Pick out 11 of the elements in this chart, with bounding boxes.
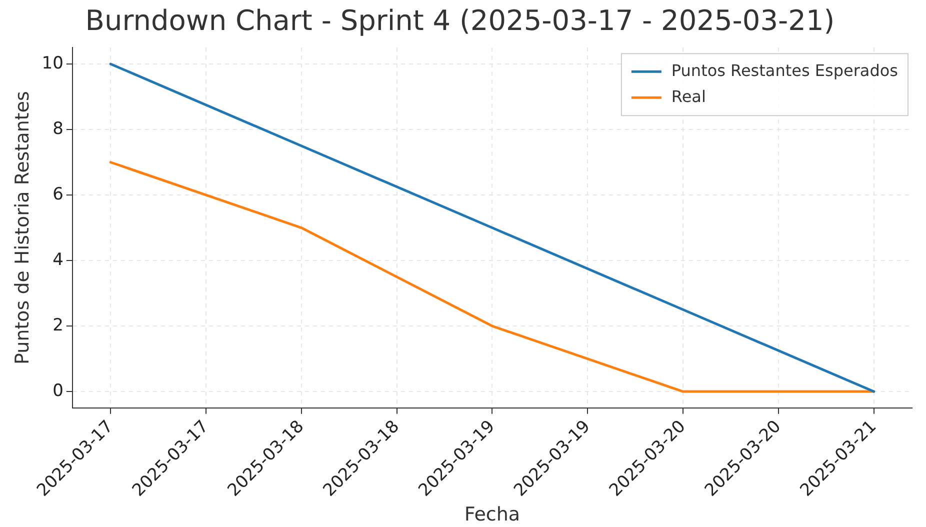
- y-tick-label: 6: [52, 184, 64, 204]
- chart-title: Burndown Chart - Sprint 4 (2025-03-17 - 2025-03-21): [85, 4, 835, 38]
- y-tick-label: 4: [52, 250, 64, 270]
- y-tick-label: 10: [42, 53, 64, 74]
- y-tick-label: 8: [52, 118, 64, 139]
- legend-label: Real: [671, 86, 706, 106]
- y-tick-label: 0: [52, 380, 64, 401]
- x-axis-title: Fecha: [464, 504, 520, 526]
- legend-label: Puntos Restantes Esperados: [671, 60, 898, 80]
- y-tick-label: 2: [52, 315, 64, 336]
- y-axis-title: Puntos de Historia Restantes: [11, 91, 34, 364]
